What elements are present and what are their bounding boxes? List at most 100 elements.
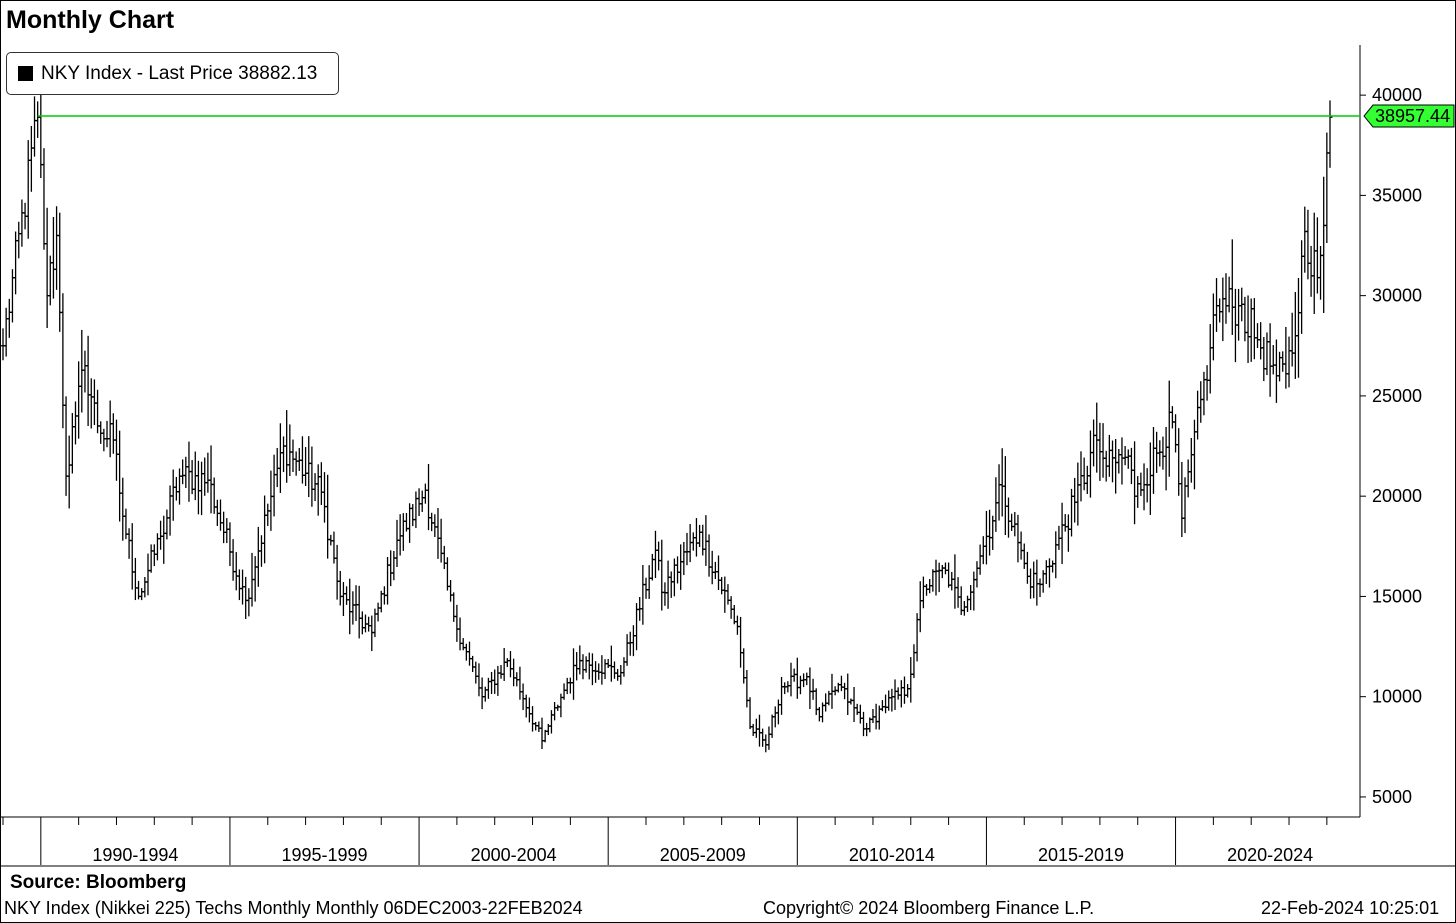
ohlc-bar	[643, 577, 649, 599]
ohlc-bar	[1106, 434, 1112, 477]
ohlc-bar	[1324, 132, 1330, 244]
ohlc-bar	[1046, 558, 1052, 588]
ohlc-bar	[148, 544, 154, 573]
ohlc-bar	[66, 435, 72, 509]
ohlc-bar	[177, 468, 183, 505]
ohlc-bar	[810, 678, 816, 700]
ohlc-bar	[668, 571, 674, 598]
ohlc-bar	[400, 513, 406, 551]
ohlc-bar	[1191, 419, 1197, 490]
ohlc-bar	[1273, 339, 1279, 403]
ohlc-bar	[107, 400, 113, 458]
x-tick-label: 2015-2019	[1038, 845, 1124, 865]
ohlc-bar	[441, 545, 447, 570]
ohlc-bar	[659, 539, 665, 611]
ohlc-bar	[1223, 273, 1229, 324]
ohlc-bar	[217, 499, 223, 531]
ohlc-bar	[211, 477, 217, 514]
ohlc-bar	[1261, 337, 1267, 382]
legend[interactable]: NKY Index - Last Price 38882.13	[6, 52, 339, 95]
ohlc-bar	[621, 657, 627, 677]
ohlc-bar	[303, 447, 309, 487]
ohlc-bar	[353, 585, 359, 621]
ohlc-bar	[28, 126, 34, 192]
y-tick-label: 30000	[1372, 286, 1422, 306]
ohlc-bar	[952, 554, 958, 609]
ohlc-bar	[791, 668, 797, 682]
ohlc-bar	[1289, 312, 1295, 367]
ohlc-bar	[1116, 448, 1122, 474]
ohlc-bar	[1024, 551, 1030, 584]
ohlc-bar	[1009, 513, 1015, 531]
ohlc-bar	[366, 616, 372, 632]
ohlc-bar	[552, 702, 558, 721]
ohlc-bar	[284, 410, 290, 483]
ohlc-bar	[716, 555, 722, 591]
y-tick-label: 25000	[1372, 386, 1422, 406]
ohlc-bar	[444, 557, 450, 591]
ohlc-bar	[476, 663, 482, 697]
ohlc-bar	[548, 710, 554, 734]
ohlc-bar	[870, 708, 876, 723]
x-tick-label: 1990-1994	[92, 845, 178, 865]
ohlc-bar	[933, 559, 939, 596]
ohlc-bar	[173, 476, 179, 501]
ohlc-bar	[734, 615, 740, 635]
x-axis: 1990-1994 1995-1999 2000-2004 2005-2009 2010…	[2, 817, 1328, 865]
ohlc-bar	[1173, 414, 1179, 453]
ohlc-bar	[69, 413, 75, 474]
ohlc-bar	[44, 207, 50, 329]
ohlc-bar	[1034, 559, 1040, 606]
ohlc-bar	[113, 419, 119, 481]
ohlc-bar	[1277, 351, 1283, 382]
ohlc-bar	[139, 588, 145, 601]
ohlc-bar	[1141, 463, 1147, 511]
ohlc-bar	[167, 485, 173, 536]
ohlc-bar	[32, 96, 38, 157]
ohlc-bar	[1217, 298, 1223, 323]
ohlc-bar	[492, 669, 498, 694]
ohlc-bar	[1031, 561, 1037, 599]
ohlc-bar	[466, 641, 472, 666]
y-tick-label: 10000	[1372, 687, 1422, 707]
ohlc-bar	[413, 491, 419, 529]
ohlc-bar	[1308, 245, 1314, 297]
ohlc-bar	[864, 722, 870, 737]
ohlc-bar	[577, 645, 583, 675]
ohlc-bar	[1195, 390, 1201, 440]
ohlc-bar	[180, 459, 186, 485]
reference-high: 38957.44	[37, 104, 1455, 128]
ohlc-bar	[583, 656, 589, 673]
ohlc-bar	[983, 510, 989, 565]
ohlc-bar	[233, 552, 239, 591]
source-label: Source: Bloomberg	[10, 872, 187, 893]
ohlc-bar	[60, 293, 66, 429]
ohlc-bar	[1163, 426, 1169, 491]
ohlc-bar	[719, 577, 725, 595]
ohlc-bar	[602, 659, 608, 680]
ohlc-bar	[195, 460, 201, 515]
ohlc-bar	[753, 718, 759, 738]
ohlc-bar	[1314, 217, 1320, 294]
ohlc-bar	[965, 595, 971, 612]
ohlc-bar	[306, 436, 312, 498]
ohlc-bar	[1091, 419, 1097, 467]
ohlc-bar	[356, 585, 362, 639]
ohlc-bar	[1028, 568, 1034, 599]
x-tick-label: 2010-2014	[849, 845, 935, 865]
ohlc-bar	[416, 488, 422, 516]
ohlc-bar	[1160, 436, 1166, 470]
ohlc-bar	[151, 544, 157, 567]
ohlc-bar	[183, 456, 189, 488]
ohlc-bar	[482, 686, 488, 702]
ohlc-bar	[296, 447, 302, 471]
ohlc-bar	[1113, 439, 1119, 494]
y-axis: 40000 35000 30000 25000 20000 15000 10000 5000	[1360, 85, 1422, 807]
ohlc-bar	[523, 694, 529, 718]
ohlc-bar	[170, 469, 176, 521]
ohlc-bar	[1318, 246, 1324, 300]
ohlc-bar	[104, 420, 110, 448]
ohlc-bar	[586, 652, 592, 680]
ohlc-bar	[426, 463, 432, 531]
